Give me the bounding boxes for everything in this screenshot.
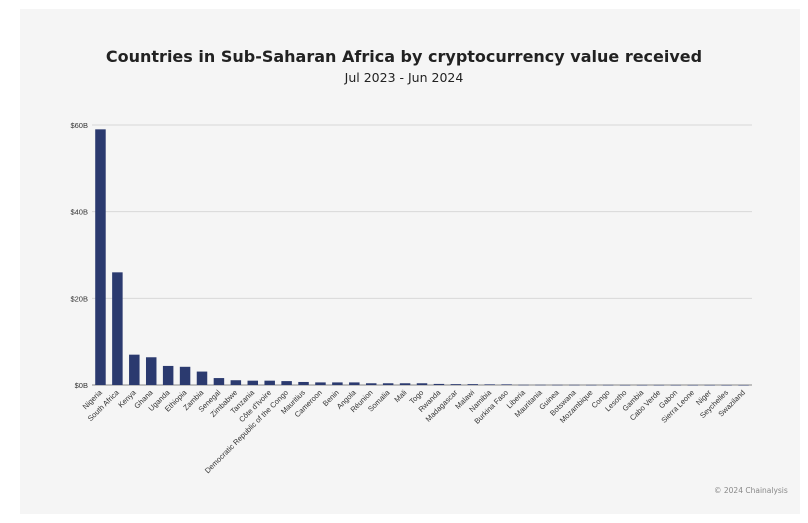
bar bbox=[179, 366, 191, 385]
bar bbox=[670, 384, 682, 386]
bar bbox=[416, 383, 428, 385]
bar bbox=[264, 380, 275, 385]
copyright-text: © 2024 Chainalysis bbox=[714, 486, 788, 495]
bar bbox=[382, 383, 394, 385]
bar bbox=[365, 383, 377, 385]
bar bbox=[230, 380, 242, 385]
bar bbox=[315, 382, 326, 385]
bar bbox=[636, 384, 648, 386]
chart-card bbox=[20, 9, 800, 514]
y-tick-label: $20B bbox=[70, 294, 88, 303]
bar bbox=[653, 384, 665, 386]
bar bbox=[569, 384, 580, 386]
bar bbox=[687, 384, 699, 386]
bar bbox=[552, 384, 563, 386]
bar bbox=[535, 384, 546, 386]
bar bbox=[433, 383, 445, 385]
bar bbox=[196, 371, 208, 385]
bar bbox=[619, 384, 631, 386]
bar bbox=[518, 384, 529, 386]
bar bbox=[162, 365, 174, 385]
bar bbox=[484, 384, 495, 385]
bar bbox=[112, 272, 123, 385]
bar bbox=[298, 381, 309, 385]
bar bbox=[467, 384, 479, 385]
bar bbox=[602, 384, 614, 386]
x-tick-label: Mali bbox=[392, 388, 408, 404]
chart-subtitle: Jul 2023 - Jun 2024 bbox=[344, 70, 464, 85]
bar bbox=[585, 384, 597, 386]
y-tick-label: $0B bbox=[75, 381, 88, 390]
bar bbox=[247, 380, 259, 385]
bar bbox=[145, 357, 157, 385]
bar bbox=[721, 384, 732, 386]
bar bbox=[281, 381, 292, 385]
bar bbox=[704, 384, 715, 386]
bar bbox=[399, 383, 411, 385]
bar bbox=[129, 354, 140, 385]
bar bbox=[213, 378, 225, 385]
chart-title: Countries in Sub-Saharan Africa by crypt… bbox=[105, 47, 703, 66]
y-tick-label: $40B bbox=[70, 208, 88, 217]
bar bbox=[349, 382, 360, 385]
y-tick-label: $60B bbox=[70, 121, 88, 130]
bar bbox=[501, 384, 512, 385]
bar bbox=[332, 382, 343, 385]
bar bbox=[95, 129, 106, 385]
bar bbox=[450, 384, 462, 385]
bar bbox=[738, 384, 749, 386]
